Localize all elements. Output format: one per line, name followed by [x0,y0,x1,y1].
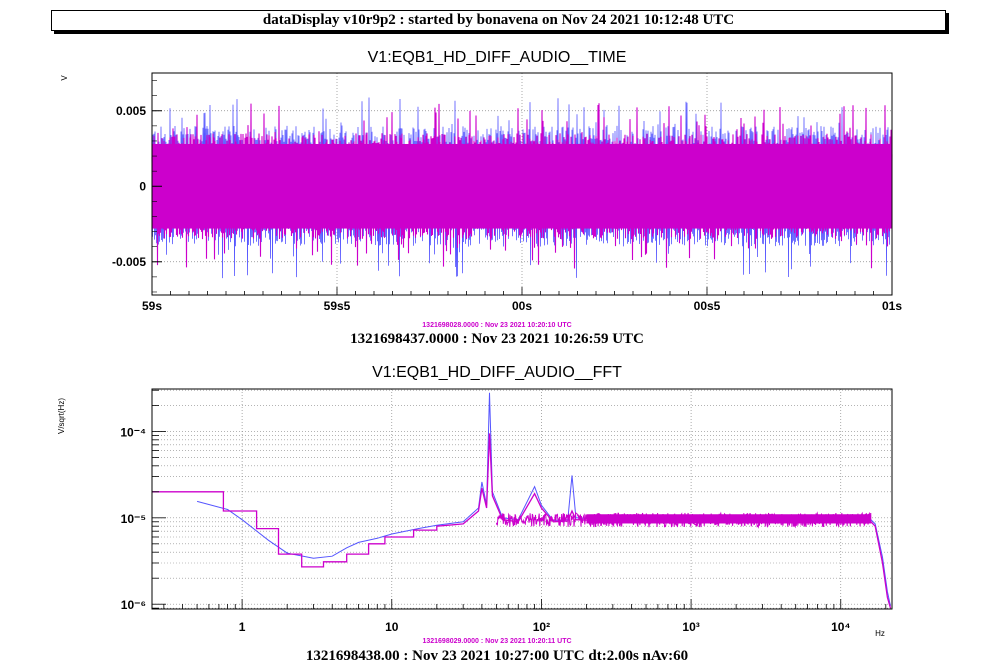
fft-floor-core [586,514,872,524]
fft-y-tick-label: 10⁻⁴ [120,425,146,439]
time-series-core [152,143,892,229]
time-x-tick-label: 00s [512,299,532,313]
time-panel: V1:EQB1_HD_DIFF_AUDIO__TIME V 59s 59s5 00s… [60,49,902,347]
fft-footer: 1321698438.00 : Nov 23 2021 10:27:00 UTC… [306,648,688,664]
fft-ref-time: 1321698029.0000 : Nov 23 2021 10:20:11 U… [422,638,571,645]
fft-x-tick-label: 10² [533,620,550,634]
fft-series-line [196,392,891,607]
fft-plot-frame [151,388,893,610]
time-axes: 59s 59s5 00s 00s5 01s 0.005 0 -0.005 [112,80,902,313]
fft-y-axis-label: V/sqrt(Hz) [57,398,66,434]
time-ref-time: 1321698028.0000 : Nov 23 2021 10:20:10 U… [422,322,571,329]
fft-y-tick-label: 10⁻⁵ [121,512,146,526]
fft-series-group [152,392,892,609]
fft-x-tick-label: 10⁴ [831,620,850,634]
time-series-group [151,97,893,279]
fft-x-tick-label: 10 [385,620,399,634]
time-plot-title: V1:EQB1_HD_DIFF_AUDIO__TIME [368,49,627,66]
fft-axes: 1 10 10² 10³ 10⁴ 10⁻⁴ 10⁻⁵ 10⁻⁶ [120,389,887,634]
fft-x-axis-label: Hz [875,629,885,638]
time-x-tick-label: 01s [882,299,902,313]
fft-y-tick-label: 10⁻⁶ [121,598,146,612]
fft-plot-title: V1:EQB1_HD_DIFF_AUDIO__FFT [372,364,622,381]
time-y-tick-label: 0 [139,179,146,193]
fft-x-tick-label: 1 [239,620,246,634]
time-y-tick-label: 0.005 [116,104,146,118]
time-y-axis-label: V [60,75,69,81]
time-y-tick-label: -0.005 [112,255,146,269]
fft-gridlines [152,389,892,609]
time-x-tick-label: 00s5 [694,299,721,313]
time-footer: 1321698437.0000 : Nov 23 2021 10:26:59 U… [350,331,644,347]
fft-x-tick-label: 10³ [682,620,699,634]
display-header: dataDisplay v10r9p2 : started by bonaven… [51,10,946,31]
time-x-tick-label: 59s [142,299,162,313]
time-x-tick-label: 59s5 [324,299,351,313]
